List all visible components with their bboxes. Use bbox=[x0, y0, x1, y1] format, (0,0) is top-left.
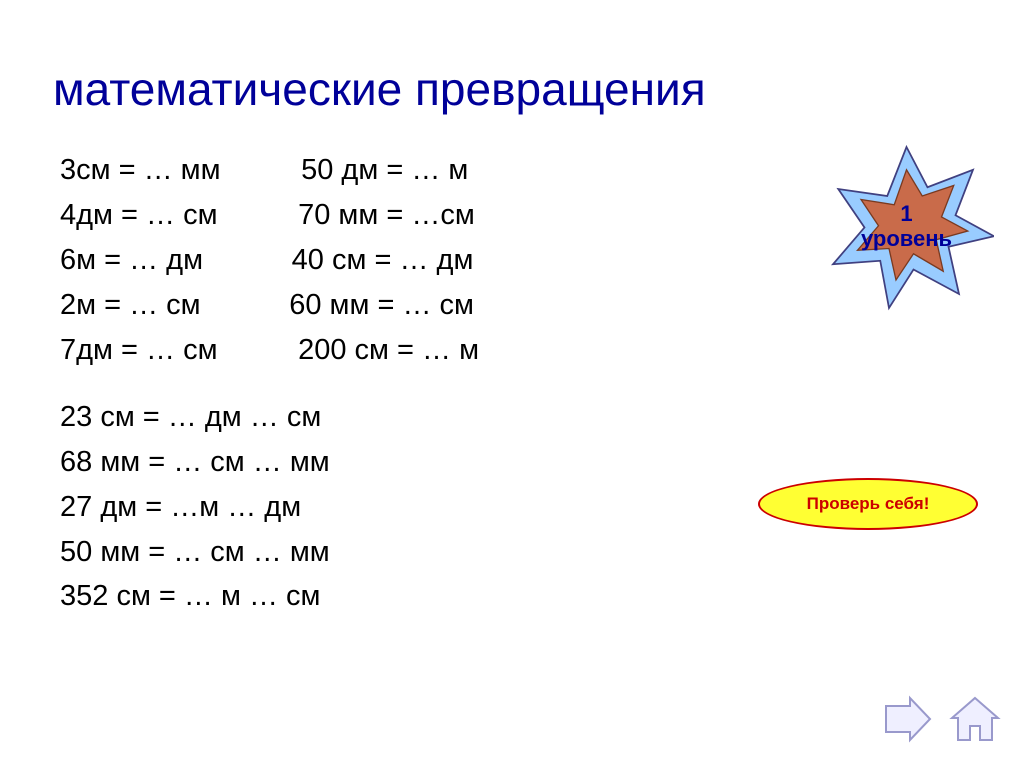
exercise-row: 7дм = … см 200 см = … м bbox=[60, 328, 479, 373]
level-number: 1 bbox=[900, 201, 912, 226]
exercise-row: 2м = … см 60 мм = … см bbox=[60, 283, 479, 328]
level-badge-label: 1 уровень bbox=[819, 201, 994, 252]
nav-home-icon[interactable] bbox=[948, 692, 1002, 746]
check-label: Проверь себя! bbox=[807, 494, 930, 514]
level-badge[interactable]: 1 уровень bbox=[819, 140, 994, 315]
nav-icons bbox=[880, 692, 1002, 746]
exercise-row: 23 см = … дм … см bbox=[60, 395, 479, 440]
level-word: уровень bbox=[861, 226, 952, 251]
exercise-row: 50 мм = … см … мм bbox=[60, 530, 479, 575]
check-yourself-button[interactable]: Проверь себя! bbox=[758, 478, 978, 530]
exercise-row: 4дм = … см 70 мм = …см bbox=[60, 193, 479, 238]
exercise-row: 352 см = … м … см bbox=[60, 574, 479, 619]
slide-title: математические превращения bbox=[53, 62, 706, 116]
exercise-row: 27 дм = …м … дм bbox=[60, 485, 479, 530]
exercise-row: 6м = … дм 40 см = … дм bbox=[60, 238, 479, 283]
exercise-row: 68 мм = … см … мм bbox=[60, 440, 479, 485]
nav-next-icon[interactable] bbox=[880, 692, 934, 746]
exercise-row: 3см = … мм 50 дм = … м bbox=[60, 148, 479, 193]
exercise-list: 3см = … мм 50 дм = … м4дм = … см 70 мм =… bbox=[60, 148, 479, 619]
